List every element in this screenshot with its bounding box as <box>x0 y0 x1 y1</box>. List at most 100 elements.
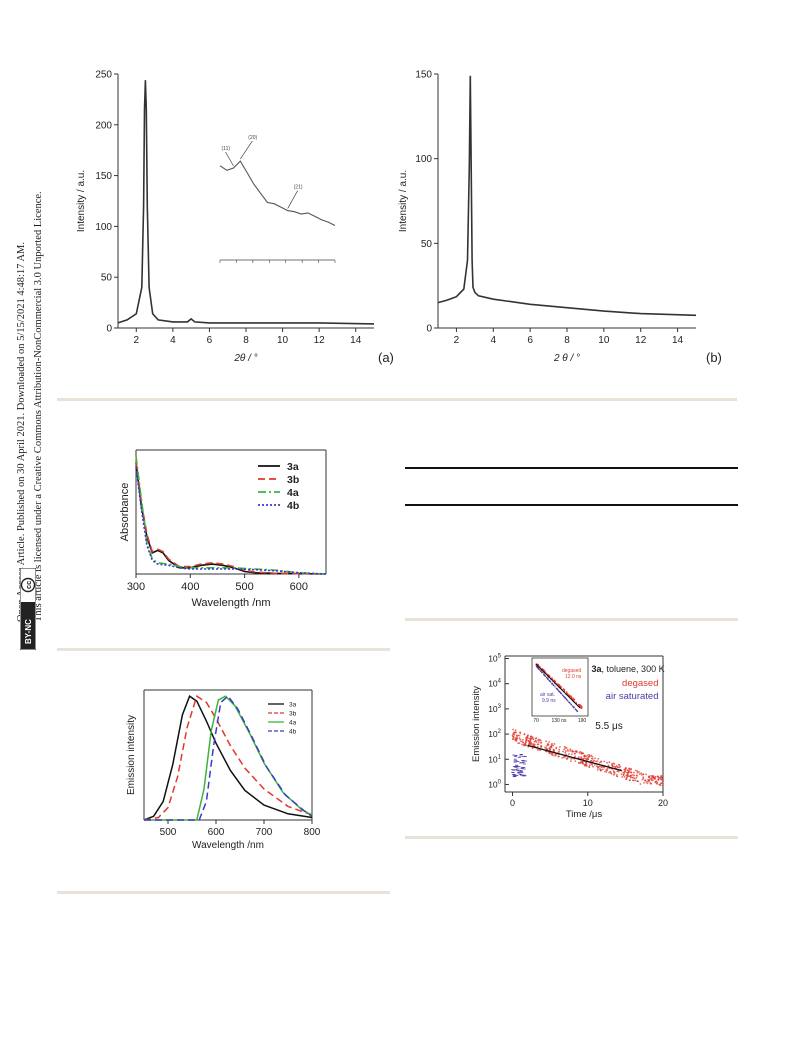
x-axis-title: Wavelength /nm <box>191 597 270 609</box>
decay-point <box>515 734 518 737</box>
y-tick-label: 150 <box>415 70 432 81</box>
decay-point <box>558 755 560 758</box>
decay-point <box>642 776 645 778</box>
decay-point <box>565 753 568 756</box>
decay-point <box>652 777 655 779</box>
decay-point <box>558 750 560 753</box>
x-tick-label: 2 <box>454 335 460 346</box>
decay-point <box>597 757 600 760</box>
decay-point <box>591 755 594 758</box>
decay-point <box>633 777 636 780</box>
xrd-b-series-line <box>437 75 697 317</box>
emission-series-3a <box>143 695 313 821</box>
table-header-rule <box>405 504 738 506</box>
decay-point <box>577 762 580 764</box>
decay-point <box>518 737 521 740</box>
inset-annotation-arrow <box>225 151 234 167</box>
y-tick-label: 100 <box>488 779 501 789</box>
x-tick-label: 700 <box>256 827 273 838</box>
x-tick-label: 4 <box>170 335 176 346</box>
lifetime-label: 5.5 μs <box>595 721 622 732</box>
decay-point <box>592 760 595 762</box>
x-tick-label: 400 <box>181 581 199 593</box>
decay-point <box>637 780 639 783</box>
decay-point <box>633 774 636 777</box>
decay-point <box>623 776 626 778</box>
decay-point <box>645 773 647 776</box>
decay-point <box>512 735 514 738</box>
decay-point <box>638 773 641 775</box>
decay-point <box>512 733 515 735</box>
decay-point <box>606 767 609 770</box>
decay-point <box>536 743 539 746</box>
decay-point <box>613 773 615 776</box>
y-tick-label: 102 <box>488 729 501 739</box>
inset-air-point <box>556 688 558 690</box>
inset-annotation-label: (20) <box>248 135 257 141</box>
inset-point <box>575 701 577 704</box>
cc-text: cc <box>24 581 33 589</box>
xrd-a-inset: (11) (20) (21) <box>219 135 336 263</box>
decay-point <box>622 773 625 776</box>
cc-license-badge[interactable]: cc BY-NC <box>19 567 37 651</box>
figure-xrd-b: 2 4 6 8 10 12 14 0 50 100 150 2 θ / ° Intensity / a.… <box>392 60 737 380</box>
decay-point <box>591 757 593 760</box>
decay-point <box>660 782 663 785</box>
inset-air-point <box>551 682 553 685</box>
decay-point <box>525 744 528 747</box>
y-tick-label: 50 <box>421 239 433 250</box>
inset-annotation-arrow <box>240 140 253 160</box>
decay-point <box>609 770 612 773</box>
axes: 2 4 6 8 10 12 14 0 50 100 150 200 250 <box>95 70 374 346</box>
y-axis-title: Intensity / a.u. <box>398 170 409 232</box>
decay-point <box>551 742 553 745</box>
decay-point <box>603 760 606 763</box>
section-rule-3 <box>405 618 738 621</box>
x-tick-label: 12 <box>314 335 326 346</box>
legend-label-3b: 3b <box>287 474 299 486</box>
inset-point <box>563 689 566 691</box>
decay-point <box>645 781 648 783</box>
decay-point <box>656 775 659 778</box>
decay-point <box>565 746 568 749</box>
inset-point <box>570 697 573 699</box>
decay-point <box>552 754 554 757</box>
decay-point <box>579 750 582 753</box>
decay-point <box>641 773 643 776</box>
inset-air-point <box>569 702 571 704</box>
decay-point <box>580 761 582 763</box>
decay-point <box>598 765 601 768</box>
decay-point <box>525 737 527 739</box>
inset-air-point <box>558 690 560 693</box>
decay-point <box>631 774 634 776</box>
decay-point <box>561 757 564 759</box>
x-tick-label: 300 <box>127 581 145 593</box>
decay-point <box>635 774 638 777</box>
decay-point <box>574 755 576 758</box>
section-rule-4 <box>405 836 738 839</box>
y-tick-label: 0 <box>106 324 112 335</box>
inset-series-line <box>219 160 336 226</box>
decay-point <box>516 737 518 740</box>
decay-point <box>519 738 522 741</box>
decay-point <box>622 771 625 774</box>
inset-air-point <box>574 708 577 710</box>
x-tick-label: 20 <box>658 798 668 808</box>
decay-point <box>654 781 657 784</box>
decay-point <box>528 737 530 740</box>
decay-point <box>545 740 547 743</box>
decay-point <box>591 764 594 766</box>
decay-point <box>599 768 601 770</box>
decay-point <box>630 774 633 777</box>
decay-point <box>596 769 599 771</box>
x-tick-label: 500 <box>235 581 253 593</box>
y-axis-title: Intensity / a.u. <box>76 170 87 232</box>
y-tick-label: 103 <box>488 704 501 714</box>
decay-point <box>606 769 609 772</box>
y-tick-label: 200 <box>95 120 112 131</box>
decay-point <box>639 783 642 785</box>
decay-point <box>583 755 586 757</box>
decay-point <box>659 784 662 787</box>
decay-point <box>608 761 611 764</box>
decay-point <box>588 753 591 756</box>
